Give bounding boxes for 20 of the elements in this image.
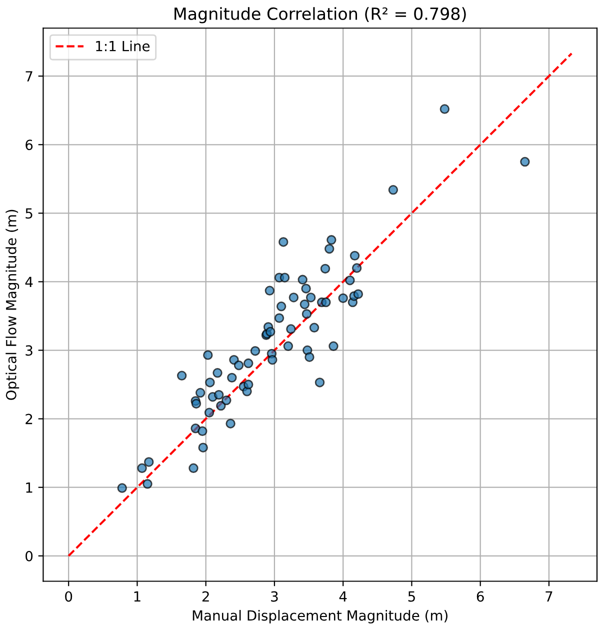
- y-tick-label: 7: [26, 71, 32, 82]
- x-tick-label: 4: [339, 591, 347, 602]
- y-tick-label: 6: [26, 140, 33, 150]
- x-tick-label: 1: [134, 591, 140, 602]
- x-axis-title: Manual Displacement Magnitude (m): [192, 610, 448, 624]
- y-tick-label: 1: [26, 482, 32, 493]
- y-axis-title: Optical Flow Magnitude (m): [6, 210, 20, 400]
- chart-title: Magnitude Correlation (R² = 0.798): [174, 7, 466, 24]
- y-tick-label: 4: [25, 276, 33, 288]
- x-tick-label: 2: [202, 591, 209, 602]
- x-tick-label: 6: [476, 591, 484, 602]
- y-tick-label: 2: [26, 414, 32, 424]
- y-tick-label: 5: [26, 208, 32, 219]
- y-tick-label: 0: [26, 550, 33, 562]
- legend-label: 1:1 Line: [96, 40, 150, 52]
- x-tick-label: 0: [65, 591, 72, 602]
- y-tick-label: 3: [26, 345, 32, 356]
- x-tick-label: 5: [408, 591, 415, 602]
- x-tick-label: 3: [271, 591, 278, 602]
- x-tick-label: 7: [546, 591, 552, 602]
